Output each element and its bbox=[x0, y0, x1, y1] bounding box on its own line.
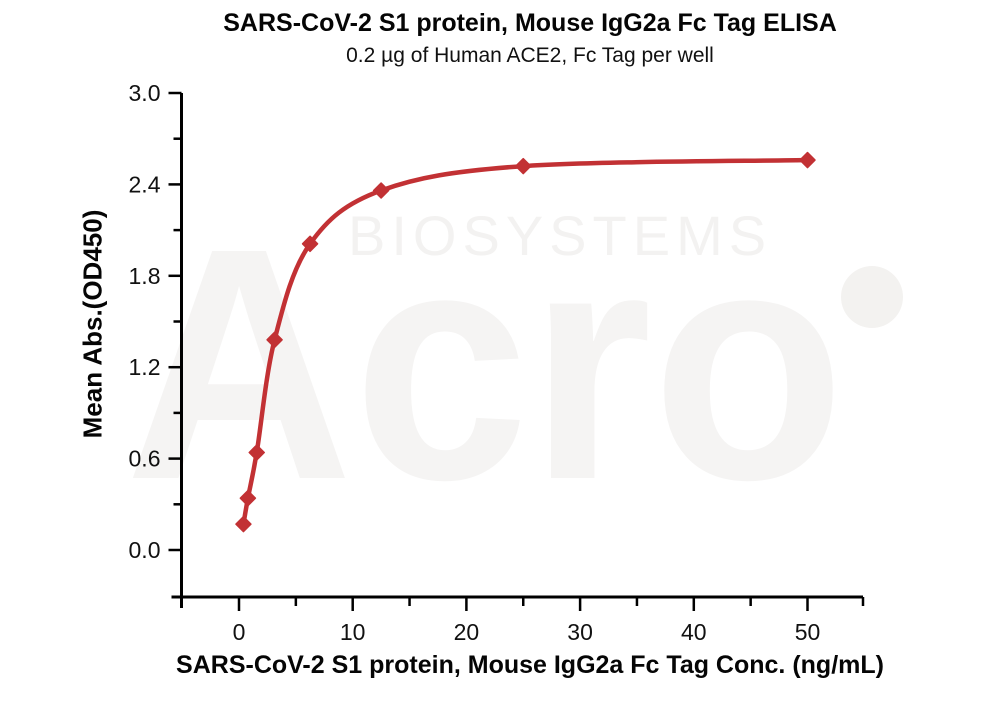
x-tick-label: 50 bbox=[795, 619, 821, 645]
x-tick-label: 10 bbox=[340, 619, 366, 645]
watermark-brand-subtext: BIOSYSTEMS bbox=[348, 204, 772, 267]
data-point-marker bbox=[372, 182, 390, 199]
x-axis-title: SARS-CoV-2 S1 protein, Mouse IgG2a Fc Ta… bbox=[176, 651, 884, 679]
data-point-marker bbox=[301, 235, 319, 253]
y-tick-label: 1.8 bbox=[129, 263, 161, 289]
x-tick-label: 0 bbox=[233, 619, 246, 645]
x-tick-label: 20 bbox=[454, 619, 480, 645]
data-point-marker bbox=[235, 515, 252, 533]
data-point-marker bbox=[248, 444, 265, 461]
watermark-brand-text: Acro bbox=[125, 179, 845, 548]
data-point-marker bbox=[266, 331, 283, 349]
y-axis-title: Mean Abs.(OD450) bbox=[77, 209, 108, 439]
chart-subtitle: 0.2 µg of Human ACE2, Fc Tag per well bbox=[346, 44, 714, 67]
watermark-dot bbox=[841, 266, 903, 328]
x-tick-label: 40 bbox=[681, 619, 707, 645]
chart-title: SARS-CoV-2 S1 protein, Mouse IgG2a Fc Ta… bbox=[223, 9, 837, 37]
data-point-marker bbox=[799, 151, 816, 169]
y-tick-label: 2.4 bbox=[129, 171, 161, 197]
y-tick-label: 0.6 bbox=[129, 446, 161, 472]
y-tick-label: 1.2 bbox=[129, 354, 161, 380]
y-tick-label: 0.0 bbox=[129, 537, 161, 563]
y-tick-label: 3.0 bbox=[129, 80, 161, 106]
x-tick-label: 30 bbox=[567, 619, 593, 645]
data-point-marker bbox=[515, 157, 532, 175]
data-point-marker bbox=[239, 489, 257, 507]
